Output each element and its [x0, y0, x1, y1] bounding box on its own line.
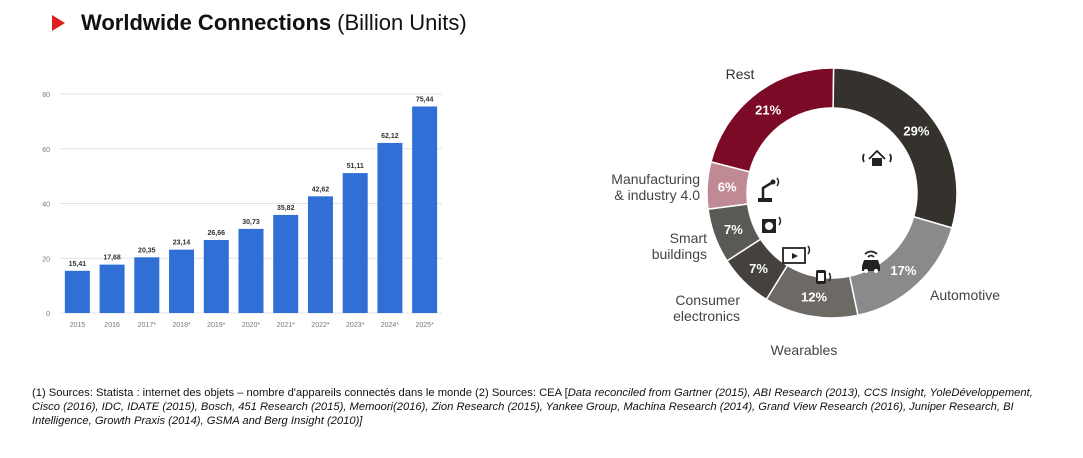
slice-percent-label: 7%: [749, 261, 768, 276]
x-tick-label: 2015: [70, 322, 86, 329]
bar-value-label: 17,68: [103, 255, 121, 262]
bar-value-label: 15,41: [69, 261, 87, 268]
bar: [412, 106, 438, 313]
donut-chart: 21% 29% 17% 12% 7% 7% 6% Rest Manufacturing & …: [611, 66, 1000, 358]
y-tick-label: 60: [42, 147, 50, 154]
footnote-sources: (1) Sources: Statista : internet des obj…: [32, 387, 568, 399]
bar: [99, 264, 125, 313]
slice-percent-label: 17%: [890, 263, 916, 278]
title-arrow-icon: [52, 15, 65, 31]
x-tick-label: 2019*: [207, 322, 226, 329]
footnote: (1) Sources: Statista : internet des obj…: [32, 386, 1052, 428]
bar: [342, 173, 368, 313]
footnote-references: Data reconciled from Gartner (2015), ABI…: [32, 387, 1033, 427]
label-smart-line1: Smart: [670, 230, 707, 246]
industrial-robot-icon: [758, 177, 780, 202]
bar-value-label: 75,44: [416, 96, 434, 103]
x-tick-label: 2025*: [415, 322, 434, 329]
bar-value-label: 30,73: [242, 219, 260, 226]
bar-chart: 0 20 40 60 80 15,41 2015 17,68 2016 20,35 2017* 23,…: [42, 92, 442, 329]
smart-building-icon: [762, 216, 782, 233]
x-tick-label: 2017*: [138, 322, 157, 329]
bar: [238, 228, 264, 313]
donut-slice: [706, 161, 751, 210]
label-automotive: Automotive: [930, 287, 1000, 303]
slice-percent-label: 29%: [903, 124, 929, 139]
y-tick-label: 20: [42, 256, 50, 263]
bar-value-label: 35,82: [277, 205, 295, 212]
bar-value-label: 23,14: [173, 240, 191, 247]
bar-value-label: 62,12: [381, 133, 399, 140]
bar: [273, 214, 299, 313]
y-tick-label: 80: [42, 92, 50, 99]
bar: [64, 270, 90, 313]
donut-slice: [710, 67, 835, 173]
x-tick-label: 2022*: [311, 322, 330, 329]
x-tick-label: 2020*: [242, 322, 261, 329]
connected-tv-icon: [782, 245, 811, 264]
bar: [307, 196, 333, 313]
label-manufacturing-line2: & industry 4.0: [614, 187, 700, 203]
smartwatch-icon: [816, 270, 832, 284]
bar: [203, 240, 229, 313]
smart-home-icon: [862, 149, 892, 166]
bar-value-label: 20,35: [138, 247, 156, 254]
y-tick-label: 0: [46, 311, 50, 318]
label-consumer-line2: electronics: [673, 308, 740, 324]
slice-percent-label: 21%: [755, 103, 781, 118]
label-manufacturing-line1: Manufacturing: [611, 171, 700, 187]
title-unit: (Billion Units): [337, 10, 467, 35]
slice-percent-label: 6%: [718, 180, 737, 195]
x-tick-label: 2024*: [381, 322, 400, 329]
donut-slice: [832, 67, 958, 229]
x-tick-label: 2021*: [277, 322, 296, 329]
slice-percent-label: 12%: [801, 289, 827, 304]
bar-value-label: 26,66: [208, 230, 226, 237]
x-tick-label: 2018*: [172, 322, 191, 329]
label-rest: Rest: [726, 66, 755, 82]
label-smart-line2: buildings: [652, 246, 707, 262]
x-tick-label: 2023*: [346, 322, 365, 329]
bar: [134, 257, 160, 313]
page-title: Worldwide Connections (Billion Units): [52, 8, 467, 38]
connected-car-icon: [862, 250, 880, 273]
label-consumer-line1: Consumer: [675, 292, 740, 308]
slice-percent-label: 7%: [724, 222, 743, 237]
label-wearables: Wearables: [771, 342, 838, 358]
bar: [377, 142, 403, 313]
title-main: Worldwide Connections: [81, 10, 332, 35]
bar-value-label: 51,11: [347, 163, 364, 170]
bar-value-label: 42,62: [312, 186, 330, 193]
bar: [169, 249, 195, 313]
x-tick-label: 2016: [104, 322, 120, 329]
y-tick-label: 40: [42, 202, 50, 209]
